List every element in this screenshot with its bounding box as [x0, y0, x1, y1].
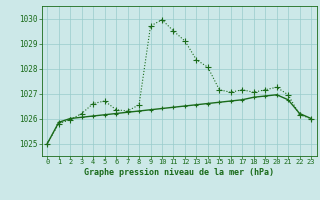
- X-axis label: Graphe pression niveau de la mer (hPa): Graphe pression niveau de la mer (hPa): [84, 168, 274, 177]
